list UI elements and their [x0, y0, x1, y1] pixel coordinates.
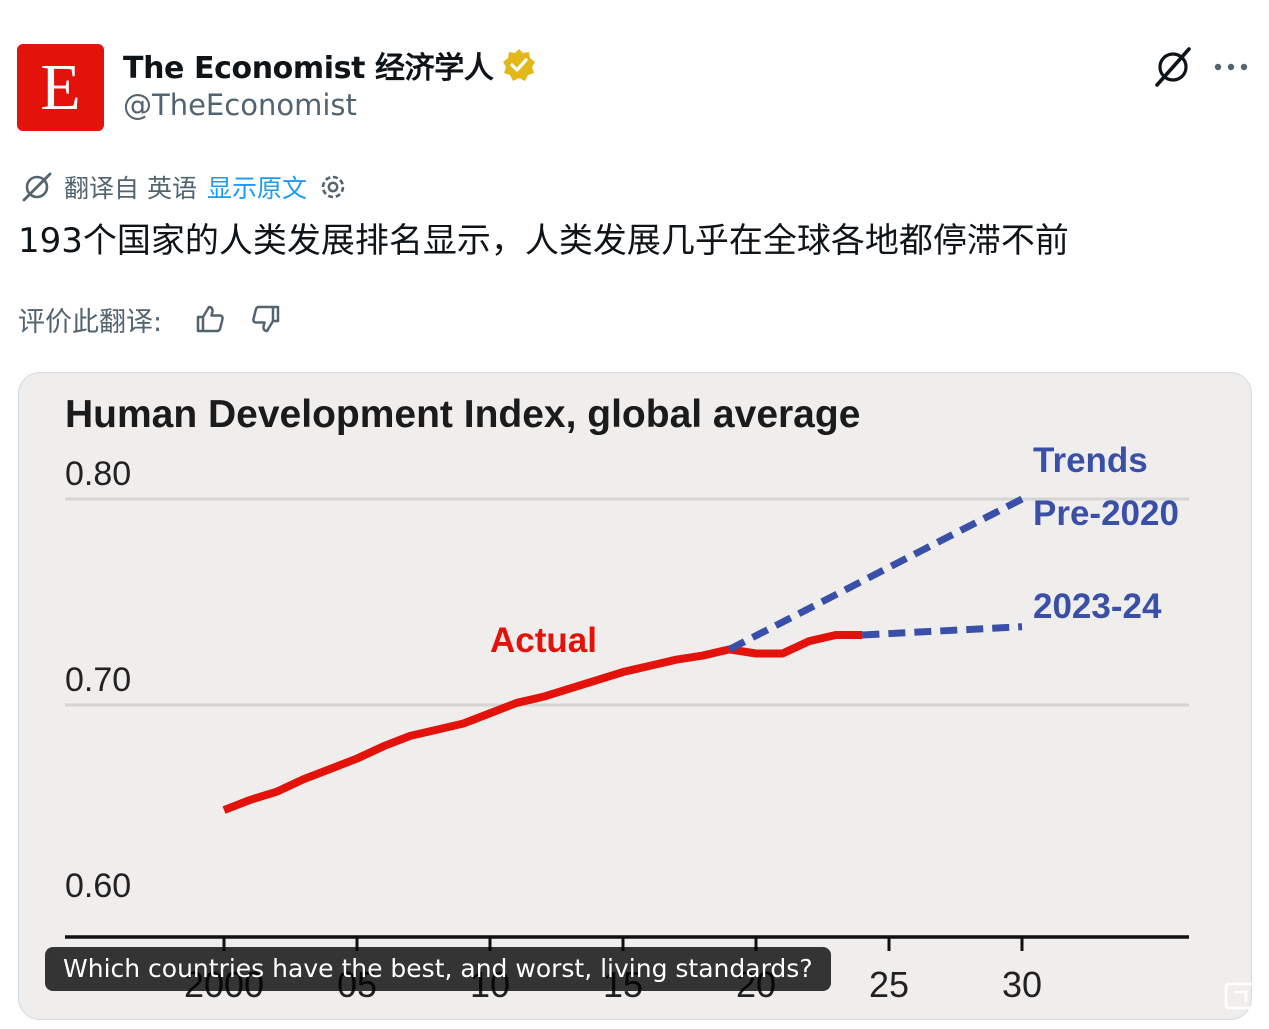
y-tick-label: 0.80 — [65, 455, 131, 493]
gear-icon[interactable] — [317, 171, 349, 203]
more-icon[interactable] — [1210, 44, 1252, 90]
translated-from-label: 翻译自 英语 — [64, 174, 197, 203]
display-name[interactable]: The Economist 经济学人 — [123, 51, 494, 86]
series-label-2023-24: 2023-24 — [1033, 587, 1162, 626]
show-original-link[interactable]: 显示原文 — [206, 174, 307, 203]
series-label-pre-2020: Pre-2020 — [1033, 494, 1179, 533]
hdi-chart: Human Development Index, global average 0… — [65, 393, 1189, 1005]
x-tick-label: 25 — [869, 964, 909, 1005]
series-label-actual: Actual — [490, 621, 597, 660]
thumbs-down-icon — [252, 305, 280, 333]
verified-badge-icon — [503, 49, 536, 81]
y-tick-label: 0.60 — [65, 867, 131, 905]
thumbs-down-button[interactable] — [244, 300, 288, 338]
chart-title: Human Development Index, global average — [65, 393, 860, 436]
legend-title: Trends — [1033, 441, 1148, 480]
translate-icon — [22, 172, 52, 202]
x-tick-label: 30 — [1002, 964, 1042, 1005]
avatar[interactable]: E — [17, 44, 104, 131]
series-line-1 — [727, 495, 1024, 653]
grok-icon[interactable] — [1150, 44, 1196, 90]
media-card[interactable]: Human Development Index, global average 0… — [18, 372, 1252, 1020]
tweet-text: 193个国家的人类发展排名显示，人类发展几乎在全球各地都停滞不前 — [18, 221, 1069, 261]
series-line-2 — [862, 623, 1023, 639]
translation-bar: 翻译自 英语 显示原文 — [20, 170, 349, 204]
y-tick-label: 0.70 — [65, 661, 131, 699]
video-caption[interactable]: Which countries have the best, and worst… — [45, 947, 831, 991]
handle[interactable]: @TheEconomist — [123, 88, 357, 122]
expand-icon[interactable] — [1222, 978, 1258, 1018]
avatar-letter: E — [40, 50, 81, 124]
thumbs-up-icon — [196, 305, 224, 333]
rate-translation: 评价此翻译: — [18, 300, 288, 338]
rate-label: 评价此翻译: — [18, 306, 163, 338]
author-name-row: The Economist 经济学人 — [123, 44, 537, 86]
thumbs-up-button[interactable] — [188, 300, 232, 338]
series-line-0 — [222, 630, 863, 814]
